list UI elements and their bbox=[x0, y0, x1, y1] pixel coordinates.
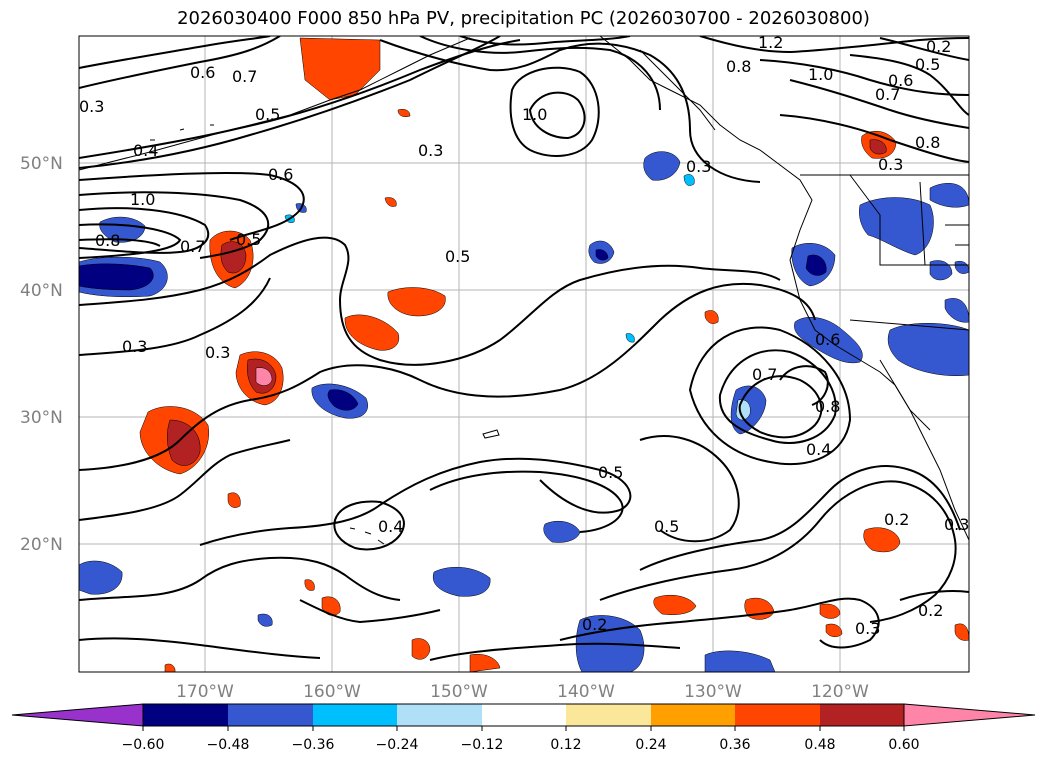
colorbar: −0.60 −0.48 −0.36 −0.24 −0.12 0.12 0.24 … bbox=[11, 703, 1036, 753]
contour-label: 0.2 bbox=[582, 615, 607, 634]
contour-label: 1.0 bbox=[522, 105, 547, 124]
contour-label: 0.4 bbox=[133, 141, 158, 160]
contour-label: 0.3 bbox=[855, 619, 880, 638]
lat-label: 40°N bbox=[20, 281, 63, 301]
lat-labels: 50°N 40°N 30°N 20°N bbox=[20, 154, 63, 555]
contour-label: 0.5 bbox=[255, 105, 280, 124]
pv-contours bbox=[79, 36, 969, 661]
lat-label: 30°N bbox=[20, 408, 63, 428]
contour-label: 0.8 bbox=[815, 397, 840, 416]
contour-label: 0.7 bbox=[875, 85, 900, 104]
contour-label: 0.7 bbox=[180, 237, 205, 256]
contour-label: 1.0 bbox=[130, 190, 155, 209]
colorbar-tick-label: 0.12 bbox=[550, 737, 581, 753]
lon-label: 150°W bbox=[430, 682, 488, 702]
lon-label: 160°W bbox=[303, 682, 361, 702]
colorbar-segment bbox=[143, 704, 228, 726]
lon-labels: 170°W 160°W 150°W 140°W 130°W 120°W bbox=[176, 682, 869, 702]
colorbar-tick-label: −0.48 bbox=[207, 737, 250, 753]
gridlines bbox=[79, 36, 969, 672]
lon-label: 120°W bbox=[811, 682, 869, 702]
contour-label: 0.3 bbox=[205, 343, 230, 362]
contour-label: 0.8 bbox=[726, 57, 751, 76]
contour-label: 0.5 bbox=[654, 517, 679, 536]
colorbar-tick-label: 0.60 bbox=[888, 737, 919, 753]
map-title: 2026030400 F000 850 hPa PV, precipitatio… bbox=[177, 8, 870, 29]
colorbar-tick-label: 0.24 bbox=[635, 737, 666, 753]
colorbar-segment bbox=[482, 704, 566, 726]
contour-label: 0.6 bbox=[268, 165, 293, 184]
contour-label: 0.2 bbox=[884, 510, 909, 529]
colorbar-segment bbox=[397, 704, 482, 726]
map-area: 0.6 0.7 0.5 0.4 1.0 0.8 0.3 0.6 0.7 0.5 … bbox=[79, 33, 969, 672]
contour-labels: 0.6 0.7 0.5 0.4 1.0 0.8 0.3 0.6 0.7 0.5 … bbox=[79, 33, 969, 638]
colorbar-segment bbox=[651, 704, 735, 726]
colorbar-tick-label: 0.48 bbox=[804, 737, 835, 753]
contour-label: 0.3 bbox=[418, 141, 443, 160]
colorbar-extend-min bbox=[11, 703, 144, 727]
colorbar-tick-label: −0.12 bbox=[461, 737, 504, 753]
lon-label: 130°W bbox=[684, 682, 742, 702]
colorbar-segment bbox=[228, 704, 313, 726]
colorbar-extend-max bbox=[903, 703, 1036, 727]
contour-label: 0.3 bbox=[79, 97, 104, 116]
colorbar-tick-label: −0.24 bbox=[376, 737, 419, 753]
colorbar-segment bbox=[820, 704, 904, 726]
contour-label: 0.8 bbox=[915, 133, 940, 152]
contour-label: 0.6 bbox=[888, 71, 913, 90]
contour-label: 0.2 bbox=[918, 601, 943, 620]
colorbar-segment bbox=[735, 704, 820, 726]
lat-label: 50°N bbox=[20, 154, 63, 174]
contour-label: 0.5 bbox=[445, 247, 470, 266]
coastlines bbox=[79, 36, 969, 545]
lat-label: 20°N bbox=[20, 535, 63, 555]
colorbar-tick-label: −0.60 bbox=[122, 737, 165, 753]
colorbar-segment bbox=[566, 704, 651, 726]
lon-label: 170°W bbox=[176, 682, 234, 702]
contour-label: 0.5 bbox=[236, 230, 261, 249]
contour-label: 0.3 bbox=[122, 337, 147, 356]
colorbar-segment bbox=[313, 704, 397, 726]
contour-label: 0.7 bbox=[752, 365, 777, 384]
contour-label: 0.6 bbox=[815, 330, 840, 349]
map-frame bbox=[78, 35, 970, 673]
contour-label: 0.3 bbox=[878, 155, 903, 174]
contour-label: 0.8 bbox=[95, 231, 120, 250]
colorbar-tick-label: 0.36 bbox=[719, 737, 750, 753]
contour-label: 1.2 bbox=[758, 33, 783, 52]
colorbar-tick-label: −0.36 bbox=[292, 737, 335, 753]
contour-label: 0.4 bbox=[806, 440, 831, 459]
contour-label: 0.6 bbox=[190, 63, 215, 82]
contour-label: 0.3 bbox=[686, 157, 711, 176]
contour-label: 0.3 bbox=[944, 515, 969, 534]
contour-label: 0.4 bbox=[378, 517, 403, 536]
contour-label: 1.0 bbox=[808, 65, 833, 84]
contour-label: 0.5 bbox=[915, 55, 940, 74]
contour-label: 0.2 bbox=[926, 37, 951, 56]
lon-label: 140°W bbox=[557, 682, 615, 702]
contour-label: 0.7 bbox=[232, 67, 257, 86]
contour-label: 0.5 bbox=[598, 463, 623, 482]
